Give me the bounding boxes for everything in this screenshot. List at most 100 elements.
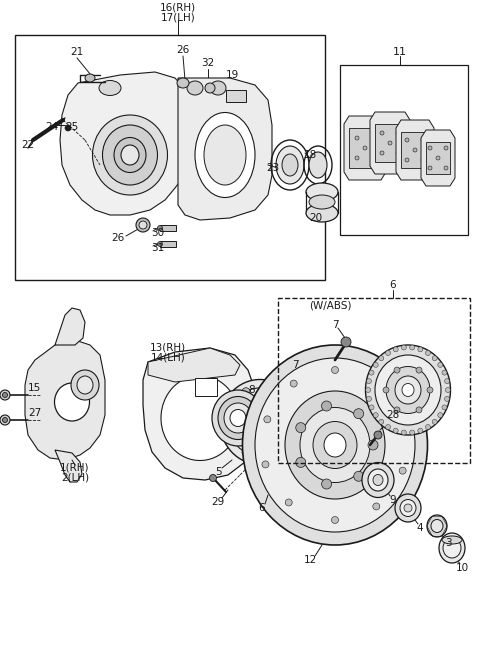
Text: 31: 31 xyxy=(151,243,165,253)
Ellipse shape xyxy=(371,136,375,140)
Ellipse shape xyxy=(157,225,163,231)
Text: 17(LH): 17(LH) xyxy=(161,13,195,23)
Ellipse shape xyxy=(355,156,359,160)
Ellipse shape xyxy=(444,146,448,150)
Ellipse shape xyxy=(366,387,371,392)
Text: 7: 7 xyxy=(332,320,338,330)
Text: 8: 8 xyxy=(248,385,255,395)
Ellipse shape xyxy=(246,407,274,437)
Ellipse shape xyxy=(284,418,292,426)
Ellipse shape xyxy=(354,471,364,481)
Ellipse shape xyxy=(290,380,297,387)
Ellipse shape xyxy=(399,467,406,474)
Polygon shape xyxy=(396,120,434,180)
Ellipse shape xyxy=(268,384,276,392)
Ellipse shape xyxy=(114,137,146,172)
Ellipse shape xyxy=(2,418,8,422)
Ellipse shape xyxy=(228,388,292,456)
Ellipse shape xyxy=(405,138,409,142)
Ellipse shape xyxy=(395,376,421,404)
Ellipse shape xyxy=(270,388,278,396)
Text: 6: 6 xyxy=(259,503,265,513)
Ellipse shape xyxy=(380,131,384,135)
Ellipse shape xyxy=(439,533,465,563)
Ellipse shape xyxy=(443,538,461,558)
Ellipse shape xyxy=(139,221,147,229)
Ellipse shape xyxy=(428,146,432,150)
Text: 7: 7 xyxy=(292,360,298,370)
Ellipse shape xyxy=(177,78,189,88)
Ellipse shape xyxy=(428,166,432,170)
Polygon shape xyxy=(55,450,82,482)
Ellipse shape xyxy=(228,418,236,426)
Bar xyxy=(278,298,470,463)
Ellipse shape xyxy=(313,422,357,469)
Text: 15: 15 xyxy=(28,383,41,393)
Ellipse shape xyxy=(77,376,93,394)
Ellipse shape xyxy=(270,448,278,456)
Ellipse shape xyxy=(444,166,448,170)
Bar xyxy=(195,378,217,396)
Ellipse shape xyxy=(296,422,306,433)
Polygon shape xyxy=(401,132,429,168)
Ellipse shape xyxy=(276,146,304,184)
Ellipse shape xyxy=(436,156,440,160)
Ellipse shape xyxy=(324,433,346,457)
Ellipse shape xyxy=(0,415,10,425)
Ellipse shape xyxy=(341,337,351,347)
Ellipse shape xyxy=(385,351,391,355)
Polygon shape xyxy=(148,348,240,382)
Polygon shape xyxy=(178,78,272,220)
Ellipse shape xyxy=(421,138,425,142)
Ellipse shape xyxy=(365,345,451,435)
Ellipse shape xyxy=(366,396,372,401)
Text: (W/ABS): (W/ABS) xyxy=(309,300,351,310)
Ellipse shape xyxy=(306,204,338,222)
Ellipse shape xyxy=(264,416,271,423)
Polygon shape xyxy=(60,72,195,215)
Ellipse shape xyxy=(394,367,400,373)
Ellipse shape xyxy=(374,431,382,439)
Ellipse shape xyxy=(187,81,203,95)
Ellipse shape xyxy=(379,419,384,424)
Polygon shape xyxy=(55,308,85,345)
Ellipse shape xyxy=(379,356,384,361)
Ellipse shape xyxy=(418,347,423,352)
Polygon shape xyxy=(349,128,381,168)
Text: 11: 11 xyxy=(393,47,407,57)
Text: 19: 19 xyxy=(226,70,239,80)
Ellipse shape xyxy=(421,158,425,162)
Bar xyxy=(160,225,176,231)
Ellipse shape xyxy=(409,345,415,350)
Text: 2(LH): 2(LH) xyxy=(61,473,89,483)
Ellipse shape xyxy=(409,430,415,435)
Ellipse shape xyxy=(396,131,400,135)
Ellipse shape xyxy=(432,356,437,361)
Ellipse shape xyxy=(393,347,398,352)
Ellipse shape xyxy=(373,412,378,418)
Text: 10: 10 xyxy=(456,563,468,573)
Ellipse shape xyxy=(285,391,385,499)
Text: 13(RH): 13(RH) xyxy=(150,343,186,353)
Ellipse shape xyxy=(369,370,374,375)
Ellipse shape xyxy=(418,428,423,433)
Ellipse shape xyxy=(65,125,71,131)
Ellipse shape xyxy=(210,81,226,95)
Ellipse shape xyxy=(282,154,298,176)
Ellipse shape xyxy=(255,358,415,532)
Text: 25: 25 xyxy=(65,122,79,132)
Text: 26: 26 xyxy=(111,233,125,243)
Ellipse shape xyxy=(375,355,441,425)
Ellipse shape xyxy=(121,145,139,165)
Ellipse shape xyxy=(444,379,450,384)
Ellipse shape xyxy=(209,475,216,481)
Ellipse shape xyxy=(438,412,443,418)
Ellipse shape xyxy=(383,387,389,393)
Polygon shape xyxy=(143,348,258,480)
Text: 26: 26 xyxy=(176,45,190,55)
Text: 14(LH): 14(LH) xyxy=(151,353,185,363)
Ellipse shape xyxy=(332,516,338,524)
Ellipse shape xyxy=(157,241,163,247)
Ellipse shape xyxy=(445,387,450,392)
Ellipse shape xyxy=(371,156,375,160)
